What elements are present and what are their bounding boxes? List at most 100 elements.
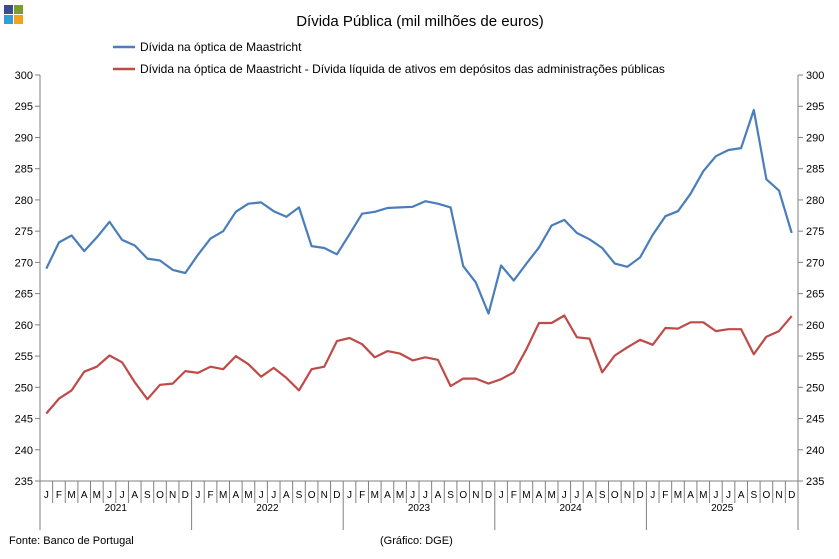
y-tick-label-left: 265 xyxy=(15,289,33,301)
month-tick-label: J xyxy=(423,490,428,501)
series-lines xyxy=(45,108,793,415)
month-tick-label: D xyxy=(333,490,340,501)
y-tick-label-left: 280 xyxy=(15,195,33,207)
month-tick-label: A xyxy=(131,490,138,501)
month-tick-label: O xyxy=(459,490,467,501)
month-tick-label: M xyxy=(244,490,252,501)
month-tick-label: J xyxy=(259,490,264,501)
y-tick-label-left: 250 xyxy=(15,382,33,394)
month-tick-label: J xyxy=(726,490,731,501)
month-tick-label: J xyxy=(410,490,415,501)
month-tick-label: N xyxy=(775,490,782,501)
month-tick-label: J xyxy=(562,490,567,501)
month-tick-label: A xyxy=(687,490,694,501)
year-tick-label: 2025 xyxy=(711,503,734,514)
month-tick-label: N xyxy=(472,490,479,501)
y-tick-label-right: 260 xyxy=(806,320,824,332)
y-tick-label-left: 270 xyxy=(15,257,33,269)
month-tick-label: M xyxy=(674,490,682,501)
series-line-maastricht xyxy=(45,108,793,315)
month-tick-label: J xyxy=(713,490,718,501)
y-tick-label-left: 255 xyxy=(15,351,33,363)
month-tick-label: A xyxy=(586,490,593,501)
y-tick-label-right: 275 xyxy=(806,226,824,238)
month-tick-label: F xyxy=(662,490,668,501)
month-tick-label: N xyxy=(321,490,328,501)
month-tick-label: J xyxy=(347,490,352,501)
month-tick-label: J xyxy=(107,490,112,501)
year-tick-label: 2021 xyxy=(105,503,128,514)
month-tick-label: A xyxy=(283,490,290,501)
month-tick-label: M xyxy=(93,490,101,501)
y-tick-label-right: 250 xyxy=(806,382,824,394)
month-tick-label: M xyxy=(219,490,227,501)
y-tick-label-right: 295 xyxy=(806,101,824,113)
month-tick-label: S xyxy=(599,490,606,501)
month-tick-label: O xyxy=(308,490,316,501)
y-tick-label-left: 245 xyxy=(15,414,33,426)
y-tick-label-right: 285 xyxy=(806,164,824,176)
month-tick-label: J xyxy=(650,490,655,501)
month-tick-label: S xyxy=(144,490,151,501)
month-tick-label: O xyxy=(611,490,619,501)
month-tick-label: M xyxy=(547,490,555,501)
y-tick-label-right: 245 xyxy=(806,414,824,426)
y-tick-label-right: 240 xyxy=(806,445,824,457)
month-tick-label: A xyxy=(232,490,239,501)
month-tick-label: S xyxy=(750,490,757,501)
y-tick-label-left: 235 xyxy=(15,476,33,488)
footer-credit: (Gráfico: DGE) xyxy=(380,535,453,547)
month-tick-label: M xyxy=(371,490,379,501)
month-tick-label: A xyxy=(81,490,88,501)
logo-square-4 xyxy=(14,15,23,24)
month-tick-label: F xyxy=(359,490,365,501)
y-tick-label-right: 300 xyxy=(806,70,824,82)
footer-source: Fonte: Banco de Portugal xyxy=(9,535,134,547)
y-tick-label-left: 240 xyxy=(15,445,33,457)
month-tick-label: M xyxy=(67,490,75,501)
y-tick-label-right: 235 xyxy=(806,476,824,488)
month-tick-label: J xyxy=(271,490,276,501)
month-tick-label: F xyxy=(207,490,213,501)
y-tick-label-right: 280 xyxy=(806,195,824,207)
legend-label-maastricht: Dívida na óptica de Maastricht xyxy=(140,40,302,54)
month-tick-label: D xyxy=(182,490,189,501)
month-tick-label: F xyxy=(56,490,62,501)
month-tick-label: A xyxy=(536,490,543,501)
month-tick-label: D xyxy=(636,490,643,501)
month-tick-label: J xyxy=(195,490,200,501)
axes: 235 235 240 240 245 245 250 250 255 255 260 260 265 2… xyxy=(15,70,824,530)
month-tick-label: F xyxy=(511,490,517,501)
y-tick-label-right: 255 xyxy=(806,351,824,363)
month-tick-label: M xyxy=(396,490,404,501)
logo-icon xyxy=(4,5,24,25)
month-tick-label: A xyxy=(435,490,442,501)
month-tick-label: M xyxy=(522,490,530,501)
month-tick-label: J xyxy=(44,490,49,501)
y-tick-label-left: 300 xyxy=(15,70,33,82)
month-tick-label: S xyxy=(447,490,454,501)
y-tick-label-left: 290 xyxy=(15,132,33,144)
year-tick-label: 2024 xyxy=(559,503,582,514)
y-tick-label-left: 285 xyxy=(15,164,33,176)
month-tick-label: N xyxy=(624,490,631,501)
y-tick-label-right: 270 xyxy=(806,257,824,269)
month-tick-label: D xyxy=(788,490,795,501)
y-tick-label-left: 260 xyxy=(15,320,33,332)
logo-square-3 xyxy=(4,15,13,24)
y-tick-label-right: 265 xyxy=(806,289,824,301)
month-tick-label: A xyxy=(738,490,745,501)
month-tick-label: J xyxy=(499,490,504,501)
month-tick-label: S xyxy=(296,490,303,501)
y-tick-label-left: 295 xyxy=(15,101,33,113)
series-line-net xyxy=(45,314,793,415)
month-tick-label: D xyxy=(485,490,492,501)
year-tick-label: 2023 xyxy=(408,503,431,514)
month-tick-label: A xyxy=(384,490,391,501)
month-tick-label: M xyxy=(699,490,707,501)
month-tick-label: O xyxy=(763,490,771,501)
y-tick-label-left: 275 xyxy=(15,226,33,238)
chart-title: Dívida Pública (mil milhões de euros) xyxy=(296,13,544,30)
month-tick-label: N xyxy=(169,490,176,501)
